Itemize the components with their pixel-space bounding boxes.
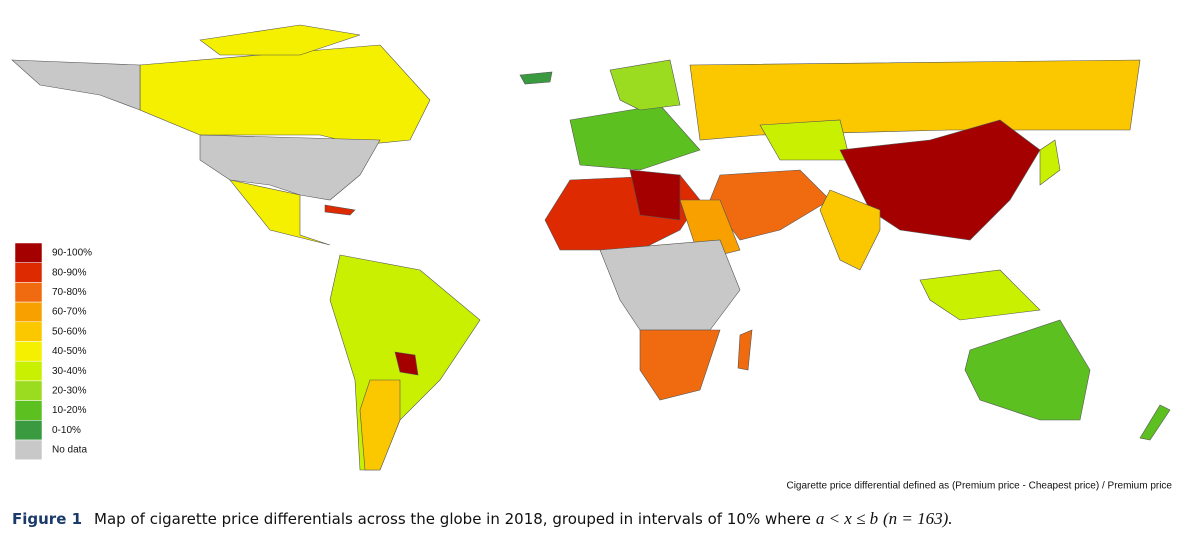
note: Cigarette price differential defined as … — [786, 481, 1172, 492]
japan — [1039, 139, 1061, 186]
legend-swatch — [14, 439, 43, 460]
legend-label: 0-10% — [52, 425, 81, 436]
map-figure: 90-100% 80-90% 70-80% 60-70% 50-60% 40-50% 30-… — [11, 24, 1172, 492]
legend-swatch — [14, 380, 43, 401]
legend-label: 60-70% — [52, 307, 87, 318]
india — [819, 189, 881, 271]
caption-label: Figure 1 — [12, 510, 83, 528]
argentina — [359, 379, 401, 471]
paraguay — [394, 351, 419, 376]
legend-label: 40-50% — [52, 346, 87, 357]
legend-swatch — [14, 321, 43, 342]
libya — [629, 169, 681, 221]
canada — [139, 44, 431, 146]
legend-swatch — [14, 341, 43, 362]
new-zealand — [1139, 404, 1171, 441]
legend-swatch — [14, 262, 43, 283]
europe — [569, 104, 701, 171]
legend: 90-100% 80-90% 70-80% 60-70% 50-60% 40-50% 30-… — [14, 242, 92, 460]
legend-swatch — [14, 282, 43, 303]
legend-swatch — [14, 400, 43, 421]
australia — [964, 319, 1091, 421]
legend-label: 70-80% — [52, 287, 87, 298]
mexico — [229, 179, 331, 246]
caption-text: Map of cigarette price differentials acr… — [94, 510, 812, 528]
iceland — [519, 71, 553, 85]
legend-swatch — [14, 301, 43, 323]
alaska — [11, 59, 141, 111]
central-africa — [599, 239, 741, 331]
kazakhstan — [759, 119, 851, 161]
southern-africa — [639, 329, 721, 401]
legend-label: 20-30% — [52, 386, 87, 397]
caption-condition: a < x ≤ b — [815, 509, 879, 528]
legend-swatch — [14, 360, 43, 382]
caption: Figure 1 Map of cigarette price different… — [12, 509, 953, 529]
caribbean — [324, 204, 356, 216]
legend-label: 10-20% — [52, 405, 87, 416]
legend-label: 80-90% — [52, 267, 87, 278]
legend-label: No data — [52, 445, 87, 456]
world-map — [11, 24, 1171, 471]
legend-label: 30-40% — [52, 366, 87, 377]
china — [839, 119, 1041, 241]
scandinavia — [609, 59, 681, 111]
legend-swatch — [14, 242, 43, 263]
russia — [689, 59, 1141, 141]
arctic-islands — [199, 24, 361, 56]
southeast-asia — [919, 269, 1041, 321]
legend-label: 90-100% — [52, 248, 92, 259]
legend-swatch — [14, 420, 43, 441]
madagascar — [737, 329, 753, 371]
caption-count: (n = 163). — [882, 509, 953, 528]
usa — [199, 134, 381, 201]
legend-label: 50-60% — [52, 326, 87, 337]
